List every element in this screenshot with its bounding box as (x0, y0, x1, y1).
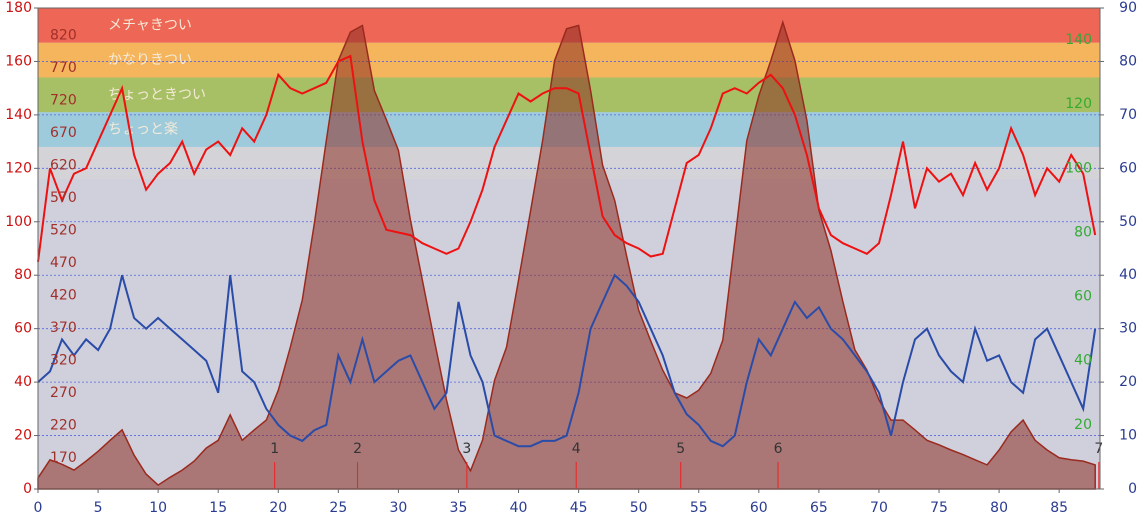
y-tick-label: 60 (14, 321, 32, 337)
y3-tick-label: 60 (1074, 289, 1092, 305)
elevation-tick-label: 720 (50, 92, 77, 108)
elevation-tick-label: 470 (50, 255, 77, 271)
x-tick-label: 30 (389, 500, 407, 516)
elevation-tick-label: 670 (50, 125, 77, 141)
plot-frame (37, 7, 1101, 490)
y-tick-label: 100 (5, 214, 32, 230)
elevation-area (37, 19, 1096, 490)
x-tick-label: 0 (34, 500, 43, 516)
y2-tick-label: 20 (1119, 374, 1137, 390)
elevation-tick-label: 570 (50, 190, 77, 206)
y2-tick-label: 70 (1119, 107, 1137, 123)
elevation-tick-label: 520 (50, 222, 77, 238)
y2-tick-label: 50 (1119, 214, 1137, 230)
series-line (37, 273, 1097, 448)
x-tick-label: 40 (510, 500, 528, 516)
y-tick-label: 0 (23, 481, 32, 497)
y2-tick-label: 0 (1128, 481, 1137, 497)
x-tick-label: 20 (269, 500, 287, 516)
y2-tick-label: 80 (1119, 53, 1137, 69)
zone-label: メチャきつい (108, 17, 192, 33)
x-tick-label: 45 (570, 500, 588, 516)
lap-label: 2 (353, 441, 362, 457)
y3-tick-label: 140 (1065, 32, 1092, 48)
lap-label: 5 (676, 441, 685, 457)
y-tick-label: 160 (5, 53, 32, 69)
elevation-tick-label: 270 (50, 385, 77, 401)
y2-tick-label: 10 (1119, 428, 1137, 444)
x-tick-label: 50 (630, 500, 648, 516)
y3-tick-label: 100 (1065, 160, 1092, 176)
elevation-tick-label: 320 (50, 352, 77, 368)
zone-label: ちょっときつい (108, 87, 206, 103)
y-tick-label: 40 (14, 374, 32, 390)
x-tick-label: 15 (209, 500, 227, 516)
x-tick-label: 35 (450, 500, 468, 516)
lap-label: 4 (572, 441, 581, 457)
x-tick-label: 65 (810, 500, 828, 516)
lap-label: 3 (462, 441, 471, 457)
y-tick-label: 120 (5, 160, 32, 176)
y-tick-label: 20 (14, 428, 32, 444)
series-line (37, 54, 1097, 263)
x-tick-label: 75 (930, 500, 948, 516)
y3-tick-label: 80 (1074, 224, 1092, 240)
elevation-tick-label: 370 (50, 320, 77, 336)
y-tick-label: 180 (5, 0, 32, 16)
zone-label: ちょっと楽 (108, 122, 178, 138)
y3-tick-label: 20 (1074, 417, 1092, 433)
x-tick-label: 85 (1050, 500, 1068, 516)
elevation-tick-label: 620 (50, 157, 77, 173)
x-tick-label: 10 (149, 500, 167, 516)
zone-label: かなりきつい (108, 52, 192, 68)
lap-label: 6 (774, 441, 783, 457)
x-tick-label: 60 (750, 500, 768, 516)
y-tick-label: 140 (5, 107, 32, 123)
x-tick-label: 5 (94, 500, 103, 516)
elevation-tick-label: 820 (50, 27, 77, 43)
x-tick-label: 25 (329, 500, 347, 516)
y2-tick-label: 40 (1119, 267, 1137, 283)
y-tick-label: 80 (14, 267, 32, 283)
elevation-tick-label: 170 (50, 450, 77, 466)
x-tick-label: 55 (690, 500, 708, 516)
y2-tick-label: 60 (1119, 160, 1137, 176)
x-tick-label: 70 (870, 500, 888, 516)
elevation-tick-label: 220 (50, 417, 77, 433)
y3-tick-label: 120 (1065, 96, 1092, 112)
y2-tick-label: 30 (1119, 321, 1137, 337)
lap-label: 1 (270, 441, 279, 457)
y3-tick-label: 40 (1074, 353, 1092, 369)
x-tick-label: 80 (990, 500, 1008, 516)
elevation-tick-label: 420 (50, 287, 77, 303)
elevation-tick-label: 770 (50, 60, 77, 76)
lap-label: 7 (1094, 441, 1103, 457)
y2-tick-label: 90 (1119, 0, 1137, 16)
